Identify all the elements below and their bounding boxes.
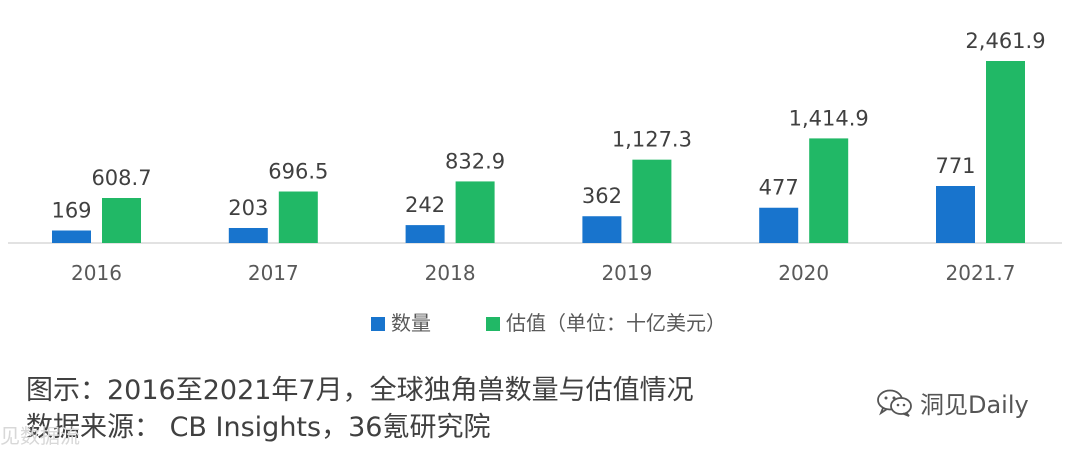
bar-valuation-2019: [632, 159, 672, 243]
data-label-valuation-2021.7: 2,461.9: [965, 29, 1045, 53]
x-tick-label-2017: 2017: [248, 261, 299, 285]
data-label-count-2016: 169: [51, 199, 91, 223]
watermark-text: 洞见Daily: [920, 391, 1029, 419]
bar-valuation-2021.7: [986, 61, 1025, 243]
x-tick-label-2016: 2016: [71, 261, 122, 285]
bar-valuation-2018: [455, 181, 495, 243]
bar-count-2016: [52, 230, 91, 243]
x-tick-label-2020: 2020: [778, 261, 829, 285]
x-tick-label-2019: 2019: [601, 261, 652, 285]
data-label-valuation-2019: 1,127.3: [612, 128, 692, 152]
legend-swatch-valuation: [486, 317, 500, 331]
bar-valuation-2016: [102, 198, 141, 243]
bar-valuation-2017: [278, 191, 318, 243]
bar-count-2021.7: [936, 186, 975, 243]
bar-count-2019: [582, 216, 622, 243]
data-label-valuation-2020: 1,414.9: [789, 106, 869, 130]
data-label-valuation-2016: 608.7: [91, 166, 151, 190]
legend-label-valuation: 估值（单位：十亿美元）: [506, 311, 726, 335]
faint-watermark: 见数据流: [0, 424, 80, 448]
x-tick-label-2018: 2018: [425, 261, 476, 285]
bar-count-2017: [228, 227, 268, 243]
bar-count-2020: [759, 207, 799, 243]
bar-valuation-2020: [809, 138, 849, 243]
data-label-count-2021.7: 771: [935, 154, 975, 178]
bar-count-2018: [405, 225, 445, 243]
data-label-valuation-2018: 832.9: [445, 149, 505, 173]
legend-label-count: 数量: [391, 311, 431, 335]
x-tick-label-2021.7: 2021.7: [946, 261, 1016, 285]
figure-caption: 图示：2016至2021年7月，全球独角兽数量与估值情况: [26, 375, 694, 406]
data-label-count-2017: 203: [228, 196, 268, 220]
data-label-count-2020: 477: [759, 176, 799, 200]
watermark: 洞见Daily: [876, 385, 1029, 420]
data-label-valuation-2017: 696.5: [268, 160, 328, 184]
data-label-count-2018: 242: [405, 193, 445, 217]
data-source-caption: 数据来源： CB Insights，36氪研究院: [26, 412, 491, 443]
wechat-icon: [877, 389, 912, 417]
legend-swatch-count: [371, 317, 385, 331]
data-label-count-2019: 362: [582, 184, 622, 208]
